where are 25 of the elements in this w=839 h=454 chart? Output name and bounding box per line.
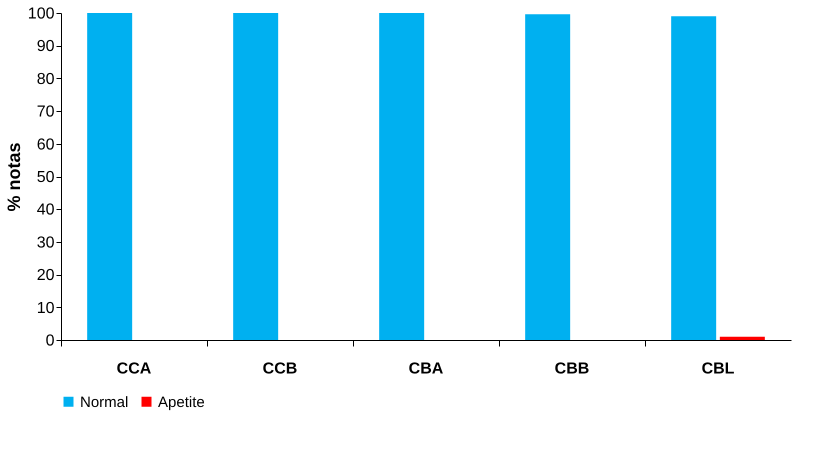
bar <box>525 14 570 340</box>
y-tick-label: 80 <box>36 70 55 88</box>
y-tick-label: 90 <box>36 38 55 56</box>
y-tick-label: 100 <box>28 6 55 22</box>
y-tick-label: 10 <box>36 300 55 317</box>
x-tick-label: CBL <box>702 360 735 378</box>
x-tick-label: CBA <box>408 360 444 378</box>
legend-label: Apetite <box>158 394 205 411</box>
x-tick-label: CBB <box>554 360 590 378</box>
legend-label: Normal <box>80 394 128 411</box>
y-tick-label: 50 <box>36 169 55 186</box>
bar <box>671 16 716 340</box>
y-tick-label: 20 <box>36 267 55 284</box>
bar <box>233 13 278 340</box>
bar <box>87 13 132 340</box>
y-tick-label: 30 <box>36 234 55 252</box>
x-tick-label: CCB <box>262 360 298 378</box>
y-axis-title: % notas <box>4 142 24 212</box>
y-tick-label: 40 <box>36 202 55 219</box>
bar <box>720 336 765 340</box>
bar <box>379 13 424 340</box>
x-tick-label: CCA <box>116 360 152 378</box>
y-tick-label: 0 <box>46 332 55 350</box>
y-tick-label: 60 <box>36 136 55 154</box>
y-tick-label: 70 <box>36 104 55 121</box>
